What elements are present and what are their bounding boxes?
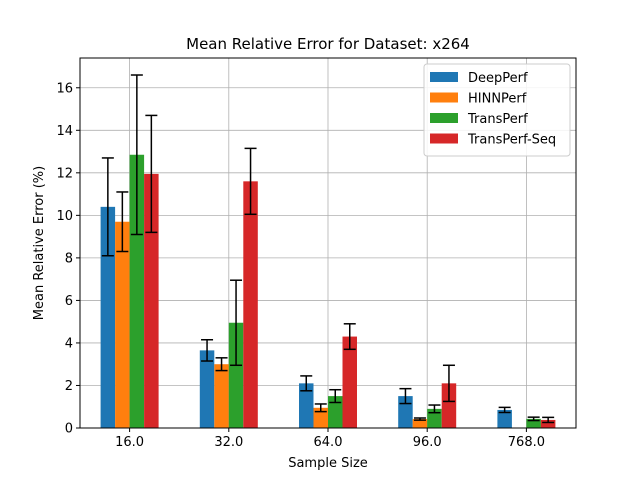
y-tick-label: 2 <box>65 379 73 394</box>
legend-frame <box>423 63 571 157</box>
x-tick-label: 32.0 <box>214 435 243 450</box>
bar-deepperf-16.0 <box>100 206 116 428</box>
legend-label: HINNPerf <box>468 92 527 107</box>
bar-deepperf-768.0 <box>497 409 512 428</box>
legend-label: DeepPerf <box>468 71 528 86</box>
bar-transperf-seq-96.0 <box>441 383 457 428</box>
bar-hinnperf-32.0 <box>214 364 229 428</box>
y-tick-label: 12 <box>56 166 73 181</box>
bar-hinnperf-64.0 <box>313 407 328 428</box>
y-axis-label: Mean Relative Error (%) <box>32 166 47 320</box>
x-tick-label: 64.0 <box>314 435 343 450</box>
bar-deepperf-32.0 <box>199 350 215 428</box>
x-tick-label: 768.0 <box>508 435 545 450</box>
chart-title: Mean Relative Error for Dataset: x264 <box>186 35 470 53</box>
legend-swatch <box>430 113 458 123</box>
y-tick-label: 0 <box>65 422 73 437</box>
y-tick-label: 4 <box>65 336 73 351</box>
bar-transperf-seq-16.0 <box>144 173 159 428</box>
y-tick-label: 6 <box>65 294 73 309</box>
y-tick-label: 10 <box>56 209 73 224</box>
y-tick-label: 14 <box>56 124 73 139</box>
y-tick-label: 16 <box>56 81 73 96</box>
bar-transperf-seq-768.0 <box>540 419 556 428</box>
legend-label: TransPerf <box>467 112 528 127</box>
bar-transperf-768.0 <box>526 418 541 428</box>
y-axis: 0 2 4 6 8 10 12 14 16 <box>56 81 80 437</box>
legend-label: TransPerf-Seq <box>467 133 556 148</box>
y-tick-label: 8 <box>65 251 73 266</box>
bar-transperf-96.0 <box>427 408 442 428</box>
bar-hinnperf-16.0 <box>115 221 130 428</box>
legend-swatch <box>430 72 458 82</box>
legend-swatch <box>430 133 458 144</box>
bar-transperf-16.0 <box>129 154 145 428</box>
bar-transperf-64.0 <box>328 396 343 428</box>
legend: DeepPerf HINNPerf TransPerf TransPerf-Seq <box>423 63 571 157</box>
x-axis: 16.0 32.0 64.0 96.0 768.0 <box>115 428 545 450</box>
bar-transperf-seq-64.0 <box>342 336 357 428</box>
x-tick-label: 96.0 <box>413 435 442 450</box>
bar-transperf-32.0 <box>228 322 244 428</box>
error-bars <box>101 74 555 424</box>
bar-transperf-seq-32.0 <box>243 181 258 428</box>
x-axis-label: Sample Size <box>288 456 368 471</box>
x-tick-label: 16.0 <box>115 435 144 450</box>
bar-hinnperf-96.0 <box>412 419 428 428</box>
legend-swatch <box>430 92 458 103</box>
bar-deepperf-64.0 <box>299 383 314 428</box>
